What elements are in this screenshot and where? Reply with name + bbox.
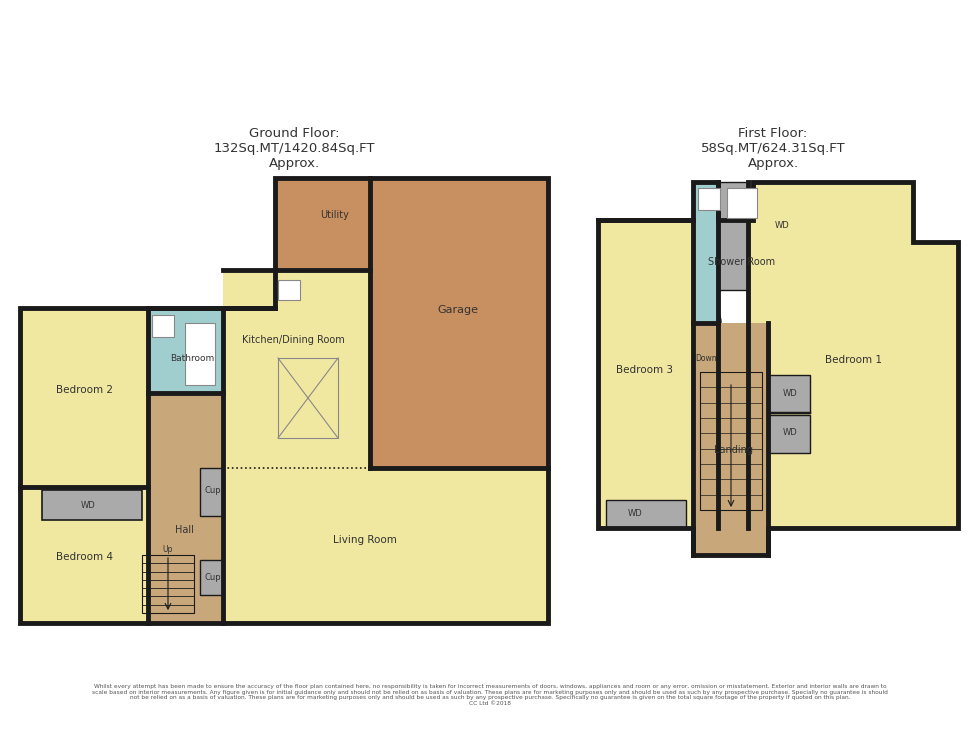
Text: Bathroom: Bathroom — [170, 354, 214, 362]
Text: Utility: Utility — [320, 210, 350, 220]
Bar — [693, 323, 768, 555]
Text: WD: WD — [774, 220, 789, 229]
Text: Living Room: Living Room — [333, 535, 397, 545]
Bar — [698, 188, 720, 210]
Bar — [370, 178, 548, 468]
Bar — [693, 182, 718, 323]
Bar — [148, 308, 223, 393]
Bar — [20, 308, 148, 487]
Bar — [200, 560, 223, 595]
Bar — [223, 468, 548, 623]
Bar — [606, 500, 686, 528]
Text: Bedroom 1: Bedroom 1 — [824, 355, 881, 365]
Bar — [598, 220, 693, 528]
Text: Whilst every attempt has been made to ensure the accuracy of the floor plan cont: Whilst every attempt has been made to en… — [92, 684, 888, 706]
Text: WD: WD — [783, 389, 798, 398]
Text: Garage: Garage — [437, 305, 478, 315]
Bar — [768, 375, 810, 413]
Text: Bedroom 2: Bedroom 2 — [56, 385, 113, 395]
Bar — [148, 308, 223, 623]
Text: WD: WD — [80, 501, 95, 509]
Text: WD: WD — [783, 428, 798, 437]
Text: WD: WD — [627, 509, 642, 517]
Text: First Floor:
58Sq.MT/624.31Sq.FT
Approx.: First Floor: 58Sq.MT/624.31Sq.FT Approx. — [701, 126, 846, 170]
Bar — [20, 487, 148, 623]
Text: Bedroom 3: Bedroom 3 — [615, 365, 672, 375]
Text: Ground Floor:
132Sq.MT/1420.84Sq.FT
Approx.: Ground Floor: 132Sq.MT/1420.84Sq.FT Appr… — [214, 126, 374, 170]
Text: Cup: Cup — [205, 573, 221, 583]
Text: Kitchen/Dining Room: Kitchen/Dining Room — [242, 335, 344, 345]
Text: Landing: Landing — [713, 445, 753, 455]
Bar — [278, 280, 300, 300]
Text: Shower Room: Shower Room — [709, 257, 775, 267]
Bar — [275, 178, 370, 270]
Bar — [278, 358, 338, 438]
Text: Cup: Cup — [205, 486, 221, 495]
Bar — [700, 372, 762, 510]
Text: Bedroom 4: Bedroom 4 — [56, 552, 113, 562]
Bar — [223, 270, 370, 468]
Text: Down: Down — [695, 354, 716, 362]
Bar — [768, 415, 810, 453]
Bar — [185, 323, 215, 385]
Bar — [718, 182, 753, 290]
Bar — [142, 555, 194, 613]
Bar — [152, 315, 174, 337]
Bar — [42, 490, 142, 520]
Bar — [727, 188, 757, 218]
Text: Hall: Hall — [174, 525, 193, 535]
Polygon shape — [748, 182, 958, 528]
Bar — [200, 468, 223, 516]
Text: Up: Up — [163, 545, 173, 553]
